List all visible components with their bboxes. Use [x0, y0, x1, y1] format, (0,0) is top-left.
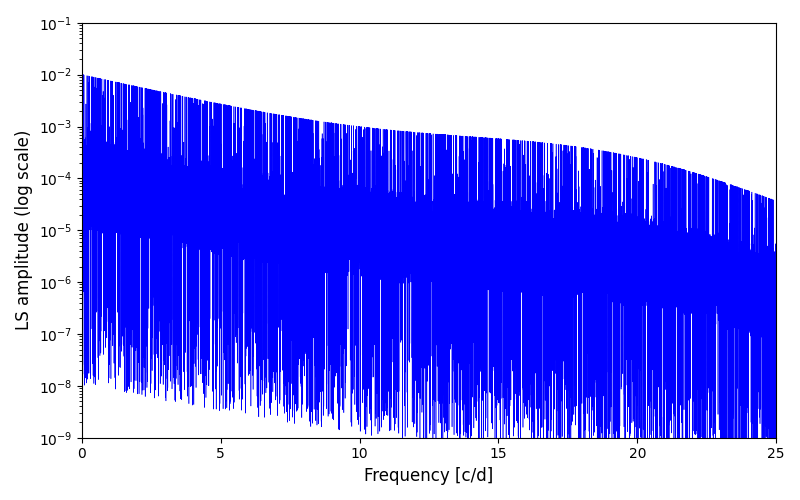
Y-axis label: LS amplitude (log scale): LS amplitude (log scale)	[15, 130, 33, 330]
X-axis label: Frequency [c/d]: Frequency [c/d]	[364, 467, 494, 485]
